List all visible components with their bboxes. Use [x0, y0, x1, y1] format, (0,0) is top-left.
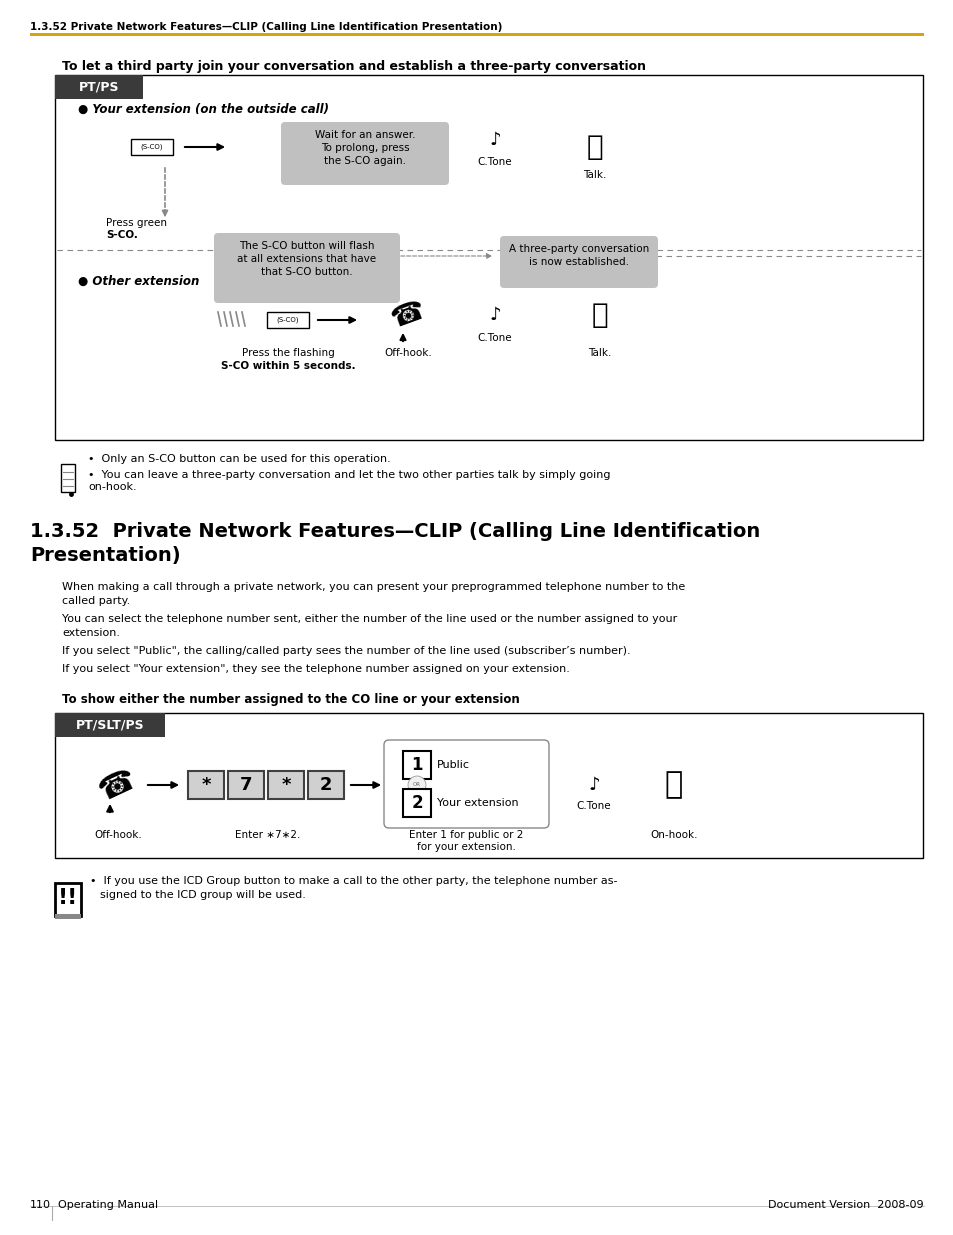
- FancyBboxPatch shape: [188, 771, 224, 799]
- Text: Presentation): Presentation): [30, 546, 180, 564]
- Text: *: *: [201, 776, 211, 794]
- Text: 2: 2: [411, 794, 422, 811]
- Text: 2: 2: [319, 776, 332, 794]
- FancyBboxPatch shape: [268, 771, 304, 799]
- Text: PT/PS: PT/PS: [79, 80, 119, 94]
- Bar: [55, 713, 165, 737]
- Text: PT/SLT/PS: PT/SLT/PS: [75, 719, 144, 731]
- Circle shape: [408, 776, 426, 794]
- FancyBboxPatch shape: [384, 740, 548, 827]
- FancyBboxPatch shape: [228, 771, 264, 799]
- Text: If you select "Your extension", they see the telephone number assigned on your e: If you select "Your extension", they see…: [62, 664, 569, 674]
- Text: Wait for an answer.
To prolong, press
the S-CO again.: Wait for an answer. To prolong, press th…: [314, 130, 415, 167]
- Text: •  Only an S-CO button can be used for this operation.: • Only an S-CO button can be used for th…: [88, 454, 391, 464]
- Text: S-CO within 5 seconds.: S-CO within 5 seconds.: [220, 361, 355, 370]
- Text: 1.3.52  Private Network Features—CLIP (Calling Line Identification: 1.3.52 Private Network Features—CLIP (Ca…: [30, 522, 760, 541]
- FancyBboxPatch shape: [402, 789, 431, 818]
- Text: *: *: [281, 776, 291, 794]
- Text: ♪: ♪: [489, 306, 500, 324]
- Bar: [61, 464, 75, 492]
- Text: Enter ∗7∗2.: Enter ∗7∗2.: [235, 830, 300, 840]
- Text: If you select "Public", the calling/called party sees the number of the line use: If you select "Public", the calling/call…: [62, 646, 630, 656]
- FancyBboxPatch shape: [402, 751, 431, 779]
- Text: OR: OR: [413, 783, 420, 788]
- Text: C.Tone: C.Tone: [477, 157, 512, 167]
- Text: !!: !!: [58, 888, 78, 908]
- Text: Off-hook.: Off-hook.: [384, 348, 432, 358]
- Bar: [55, 75, 923, 440]
- Text: 110: 110: [30, 1200, 51, 1210]
- Text: Your extension: Your extension: [436, 798, 518, 808]
- Text: •  If you use the ICD Group button to make a call to the other party, the teleph: • If you use the ICD Group button to mak…: [90, 876, 617, 885]
- Bar: [55, 883, 81, 916]
- Text: Press green: Press green: [106, 219, 167, 228]
- Text: On-hook.: On-hook.: [650, 830, 697, 840]
- Text: 1: 1: [411, 756, 422, 774]
- FancyBboxPatch shape: [131, 140, 172, 156]
- FancyBboxPatch shape: [308, 771, 344, 799]
- Text: •  You can leave a three-party conversation and let the two other parties talk b: • You can leave a three-party conversati…: [88, 471, 610, 492]
- Bar: [55, 914, 81, 919]
- Text: Talk.: Talk.: [588, 348, 611, 358]
- Text: C.Tone: C.Tone: [477, 333, 512, 343]
- Text: 1.3.52 Private Network Features—CLIP (Calling Line Identification Presentation): 1.3.52 Private Network Features—CLIP (Ca…: [30, 22, 502, 32]
- Text: 7: 7: [239, 776, 252, 794]
- Bar: [55, 713, 923, 858]
- Text: ☎: ☎: [387, 296, 429, 335]
- Text: Talk.: Talk.: [582, 170, 606, 180]
- Text: ♪: ♪: [489, 131, 500, 149]
- Text: 📞: 📞: [591, 301, 608, 329]
- Text: signed to the ICD group will be used.: signed to the ICD group will be used.: [100, 890, 306, 900]
- Text: Enter 1 for public or 2
for your extension.: Enter 1 for public or 2 for your extensi…: [409, 830, 523, 852]
- Text: You can select the telephone number sent, either the number of the line used or : You can select the telephone number sent…: [62, 614, 677, 638]
- Text: Document Version  2008-09: Document Version 2008-09: [767, 1200, 923, 1210]
- Text: Off-hook.: Off-hook.: [94, 830, 142, 840]
- Text: (S-CO): (S-CO): [276, 316, 299, 324]
- Text: 📞: 📞: [586, 133, 602, 161]
- Text: Operating Manual: Operating Manual: [58, 1200, 158, 1210]
- Bar: [30, 33, 923, 36]
- Text: When making a call through a private network, you can present your preprogrammed: When making a call through a private net…: [62, 582, 684, 606]
- Bar: [55, 75, 143, 99]
- Text: The S-CO button will flash
at all extensions that have
that S-CO button.: The S-CO button will flash at all extens…: [237, 241, 376, 278]
- Text: To let a third party join your conversation and establish a three-party conversa: To let a third party join your conversat…: [62, 61, 645, 73]
- Text: S-CO.: S-CO.: [106, 230, 138, 240]
- FancyBboxPatch shape: [281, 122, 449, 185]
- Text: ♪: ♪: [588, 776, 599, 794]
- Text: ● Other extension: ● Other extension: [78, 275, 199, 288]
- Text: Press the flashing: Press the flashing: [241, 348, 334, 358]
- Text: 📵: 📵: [664, 771, 682, 799]
- Text: To show either the number assigned to the CO line or your extension: To show either the number assigned to th…: [62, 693, 519, 706]
- Text: C.Tone: C.Tone: [576, 802, 611, 811]
- FancyBboxPatch shape: [213, 233, 399, 303]
- Text: ● Your extension (on the outside call): ● Your extension (on the outside call): [78, 103, 329, 116]
- Text: Public: Public: [436, 760, 470, 769]
- FancyBboxPatch shape: [267, 312, 309, 329]
- Text: (S-CO): (S-CO): [141, 143, 163, 151]
- Text: A three-party conversation
is now established.: A three-party conversation is now establ…: [508, 245, 648, 267]
- FancyBboxPatch shape: [499, 236, 658, 288]
- Text: ☎: ☎: [94, 763, 141, 806]
